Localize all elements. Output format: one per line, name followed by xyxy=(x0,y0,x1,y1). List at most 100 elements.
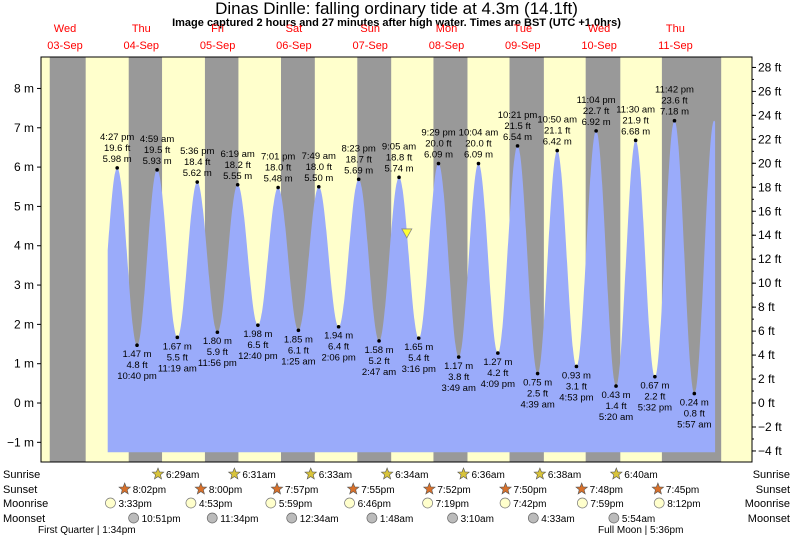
tide-time-label: 4:59 am xyxy=(140,134,174,145)
moonrise-icon xyxy=(105,497,116,509)
moonrise-time: 4:53pm xyxy=(199,499,232,510)
tide-feet-label: 5.9 ft xyxy=(207,347,228,358)
sunset-icon xyxy=(346,482,360,495)
sunset-time: 7:55pm xyxy=(361,485,394,496)
tide-time-label: 11:42 pm xyxy=(655,85,694,96)
tide-metres-label: 5.55 m xyxy=(223,171,252,182)
tide-feet-label: 20.0 ft xyxy=(425,139,452,150)
day-name-label: Sun xyxy=(360,23,380,35)
tide-extreme-point xyxy=(594,129,598,133)
tide-metres-label: 5.48 m xyxy=(264,174,293,185)
tide-metres-label: 1.27 m xyxy=(483,357,512,368)
tide-metres-label: 6.68 m xyxy=(621,126,650,137)
tide-metres-label: 5.69 m xyxy=(344,165,373,176)
moonrise-icon xyxy=(653,497,665,509)
current-level-marker xyxy=(401,228,413,239)
tide-extreme-point xyxy=(515,144,520,148)
tide-feet-label: 5.4 ft xyxy=(408,353,429,364)
tide-time-label: 1:25 am xyxy=(281,356,315,367)
sunset-icon xyxy=(194,482,208,495)
tide-extreme-point xyxy=(377,339,381,343)
tide-extreme-point xyxy=(574,364,579,369)
tide-feet-label: 19.6 ft xyxy=(104,143,131,154)
day-name-label: Thu xyxy=(666,23,685,35)
tide-extreme-point xyxy=(235,182,240,187)
moonrise-time: 3:33pm xyxy=(118,499,151,510)
sunset-time: 8:00pm xyxy=(209,485,242,496)
tide-feet-label: 1.4 ft xyxy=(605,401,626,412)
right-axis-label: 2 ft xyxy=(758,372,775,386)
tide-extreme-point xyxy=(115,166,119,170)
day-name-label: Wed xyxy=(588,23,610,35)
day-date-label: 09-Sep xyxy=(505,40,540,52)
tide-metres-label: 5.62 m xyxy=(183,168,212,179)
moonrise-icon xyxy=(185,497,197,509)
tide-metres-label: 6.09 m xyxy=(464,150,493,161)
sunrise-time: 6:40am xyxy=(624,470,657,481)
tide-feet-label: 3.8 ft xyxy=(448,372,469,383)
chart-subtitle: Image captured 2 hours and 27 minutes af… xyxy=(172,17,621,29)
tide-extreme-point xyxy=(215,330,220,335)
astro-row-label-right: Moonset xyxy=(748,513,790,525)
tide-metres-label: 7.18 m xyxy=(660,107,689,118)
left-axis-label: 3 m xyxy=(14,278,34,292)
tide-feet-label: 18.8 ft xyxy=(386,152,413,163)
day-name-label: Wed xyxy=(54,23,76,35)
right-axis-label: 12 ft xyxy=(758,252,782,266)
tide-extreme-point xyxy=(476,161,481,166)
right-axis-label: −4 ft xyxy=(758,444,782,458)
sunrise-time: 6:31am xyxy=(242,470,275,481)
tide-metres-label: 1.67 m xyxy=(163,341,192,352)
tide-metres-label: 1.17 m xyxy=(444,361,473,372)
day-date-label: 07-Sep xyxy=(352,40,387,52)
tide-time-label: 4:27 pm xyxy=(100,132,134,143)
tide-extreme-point xyxy=(195,180,200,184)
tide-metres-label: 1.65 m xyxy=(404,342,433,353)
tide-feet-label: 4.2 ft xyxy=(487,368,508,379)
astro-row-label-left: Sunrise xyxy=(3,469,40,481)
right-axis-label: 18 ft xyxy=(758,180,782,194)
night-band xyxy=(49,57,86,462)
left-axis-label: 0 m xyxy=(14,396,34,410)
sunset-icon xyxy=(118,482,132,495)
right-axis-label: 8 ft xyxy=(758,300,775,314)
day-name-label: Tue xyxy=(514,23,533,35)
tide-feet-label: 18.7 ft xyxy=(345,154,372,165)
tide-feet-label: 18.4 ft xyxy=(184,157,211,168)
tide-time-label: 5:32 pm xyxy=(638,403,672,414)
tide-metres-label: 0.75 m xyxy=(523,378,552,389)
tide-extreme-point xyxy=(496,351,500,355)
tide-time-label: 3:16 pm xyxy=(402,364,436,375)
right-axis-label: 24 ft xyxy=(758,108,782,122)
chart-title: Dinas Dinlle: falling ordinary tide at 4… xyxy=(215,0,578,18)
tide-metres-label: 6.42 m xyxy=(543,137,572,148)
tide-metres-label: 0.43 m xyxy=(602,390,631,401)
left-axis-label: 7 m xyxy=(14,121,34,135)
left-axis-label: 4 m xyxy=(14,239,34,253)
day-name-label: Thu xyxy=(132,23,151,35)
tide-metres-label: 5.93 m xyxy=(143,156,172,167)
tide-time-label: 11:56 pm xyxy=(198,358,237,369)
tide-extreme-point xyxy=(256,323,260,327)
moon-phase-full-moon: Full Moon | 5:36pm xyxy=(598,525,683,536)
moonrise-time: 8:12pm xyxy=(667,499,700,510)
sunset-icon xyxy=(422,482,436,495)
tide-metres-label: 1.58 m xyxy=(365,345,394,356)
moonrise-time: 6:46pm xyxy=(358,499,391,510)
moonset-icon xyxy=(286,512,298,524)
tide-metres-label: 1.47 m xyxy=(123,349,152,360)
moon-phase-first-quarter: First Quarter | 1:34pm xyxy=(38,525,136,536)
tide-extreme-point xyxy=(316,184,321,189)
moonset-icon xyxy=(527,512,539,524)
moonset-icon xyxy=(608,512,620,524)
tide-time-label: 9:05 am xyxy=(382,141,416,152)
right-axis-label: 4 ft xyxy=(758,348,775,362)
left-axis-label: 6 m xyxy=(14,160,34,174)
tide-feet-label: 18.0 ft xyxy=(265,163,292,174)
tide-time-label: 2:06 pm xyxy=(321,353,355,364)
tide-time-label: 3:49 am xyxy=(442,383,476,394)
tide-feet-label: 18.0 ft xyxy=(306,162,333,173)
tide-time-label: 5:20 am xyxy=(599,412,633,423)
tide-extreme-point xyxy=(296,328,301,333)
left-axis-label: −1 m xyxy=(7,435,34,449)
